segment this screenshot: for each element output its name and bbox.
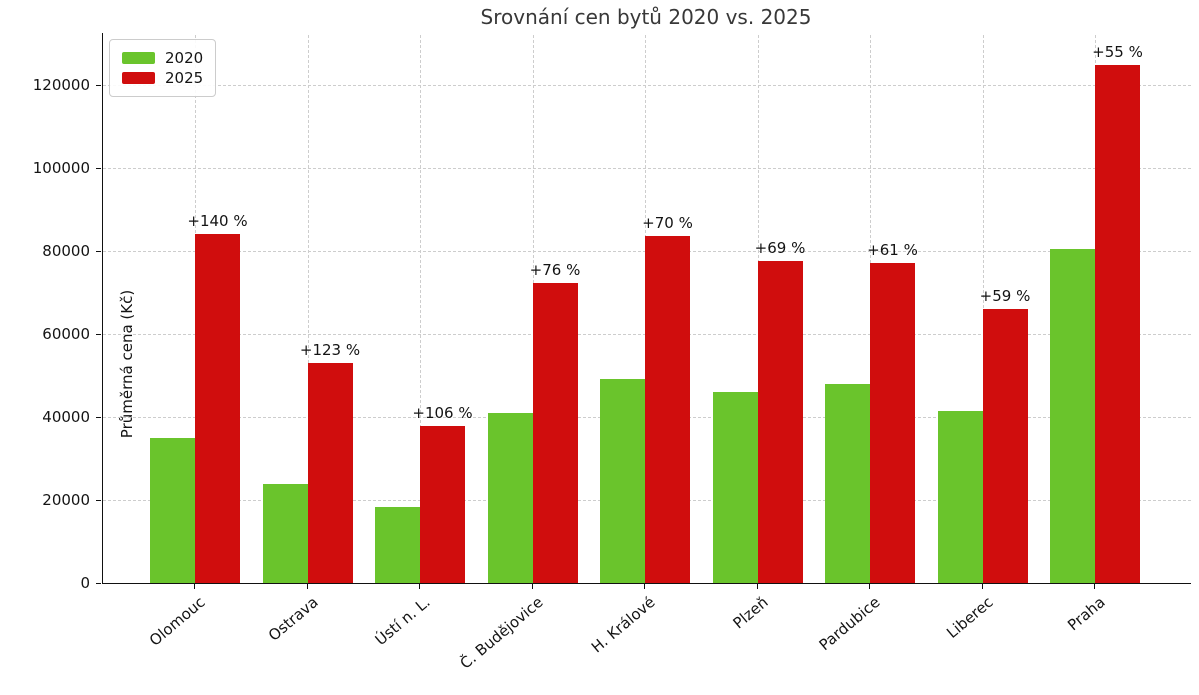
x-tick-mark [531, 584, 533, 589]
x-tick-mark [756, 584, 758, 589]
x-tick-mark [194, 584, 195, 589]
legend: 2020 2025 [109, 39, 217, 97]
bar-Ostrava-2020 [262, 484, 308, 583]
legend-swatch-2025 [122, 72, 155, 84]
y-tick-mark [96, 250, 101, 252]
x-tick-mark [1094, 584, 1095, 589]
bar-Praha-2025 [1095, 64, 1140, 583]
x-tick-label: Ostrava [264, 593, 322, 645]
y-tick-label: 100000 [32, 158, 90, 177]
gridline-vertical [420, 35, 421, 583]
x-tick-label: H. Králové [587, 593, 659, 657]
bar-Pardubice-2020 [825, 384, 870, 583]
plot-area: Průměrná cena (Kč) 2020 2025 +140 % +123 … [102, 33, 1191, 584]
bar-H. Králové-2020 [600, 379, 645, 583]
annotation-percent: +70 % [642, 214, 693, 233]
x-tick-mark [981, 584, 983, 589]
annotation-percent: +59 % [979, 287, 1031, 306]
bar-Olomouc-2025 [195, 234, 240, 583]
x-tick-label: Č. Budějovice [456, 593, 547, 673]
gridline-horizontal [103, 84, 1191, 86]
x-tick-label: Plzeň [728, 593, 772, 633]
bar-Praha-2020 [1050, 248, 1095, 583]
y-tick-label: 20000 [42, 490, 90, 509]
x-tick-label: Olomouc [145, 593, 209, 650]
annotation-percent: +76 % [529, 261, 581, 280]
legend-label-2025: 2025 [165, 69, 204, 87]
x-tick-label: Pardubice [815, 593, 884, 655]
annotation-percent: +55 % [1092, 42, 1143, 61]
bar-Liberec-2020 [937, 410, 983, 583]
x-tick-label: Praha [1064, 593, 1109, 635]
x-tick-mark [869, 584, 870, 589]
bar-Č. Budějovice-2020 [487, 412, 533, 583]
annotation-percent: +69 % [754, 238, 806, 257]
bar-Ústí n. L.-2025 [420, 425, 465, 583]
y-tick-mark [96, 499, 101, 501]
x-tick-label: Ústí n. L. [371, 593, 434, 650]
bar-Olomouc-2020 [150, 437, 195, 583]
x-tick-mark [644, 584, 645, 589]
y-tick-label: 40000 [42, 407, 90, 426]
gridline-vertical [982, 35, 984, 583]
x-tick-mark [306, 584, 308, 589]
y-tick-mark [96, 167, 101, 169]
legend-item-2020: 2020 [122, 48, 203, 68]
y-tick-mark [96, 333, 101, 335]
legend-swatch-2020 [122, 52, 155, 64]
y-tick-label: 80000 [42, 241, 90, 260]
gridline-horizontal [103, 167, 1191, 169]
y-tick-mark [96, 416, 101, 418]
y-tick-label: 0 [80, 574, 90, 592]
annotation-percent: +140 % [187, 212, 248, 231]
annotation-percent: +106 % [412, 403, 473, 422]
x-tick-label: Liberec [942, 593, 997, 642]
y-tick-label: 120000 [32, 75, 90, 94]
legend-item-2025: 2025 [122, 68, 203, 88]
bar-Plzeň-2025 [757, 260, 803, 583]
gridline-vertical [307, 35, 309, 583]
y-tick-mark [96, 84, 101, 86]
annotation-percent: +123 % [299, 340, 361, 359]
annotation-percent: +61 % [867, 240, 918, 259]
bar-Ostrava-2025 [307, 362, 353, 583]
legend-label-2020: 2020 [165, 49, 204, 67]
chart-title: Srovnání cen bytů 2020 vs. 2025 [480, 5, 812, 29]
bar-Liberec-2025 [982, 309, 1028, 583]
bar-Pardubice-2025 [870, 262, 915, 583]
y-axis-label: Průměrná cena (Kč) [118, 289, 136, 439]
bar-Plzeň-2020 [712, 392, 758, 583]
y-tick-mark [96, 583, 101, 584]
bar-Č. Budějovice-2025 [532, 283, 578, 583]
bar-H. Králové-2025 [645, 236, 690, 583]
y-tick-label: 60000 [42, 324, 90, 343]
x-tick-mark [419, 584, 420, 589]
bar-Ústí n. L.-2020 [375, 506, 420, 583]
